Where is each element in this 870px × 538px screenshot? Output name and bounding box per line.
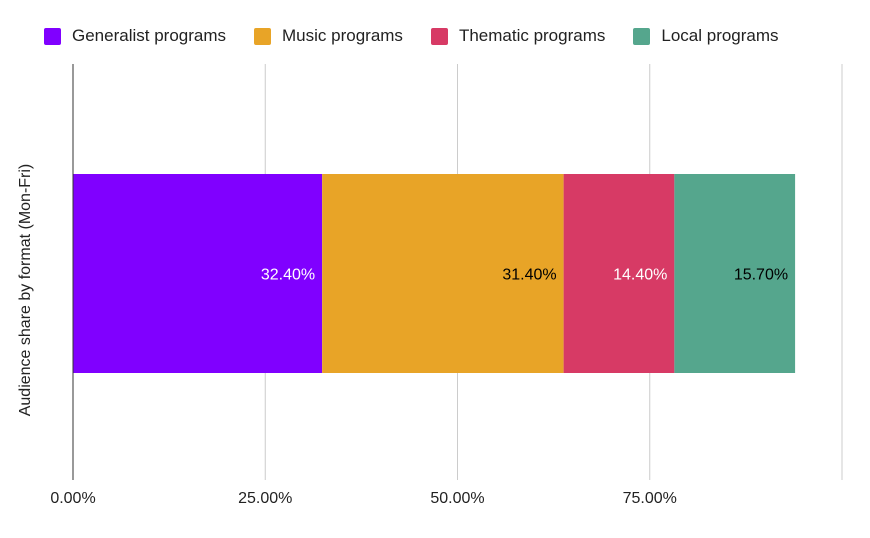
data-label-2: 14.40% — [613, 267, 667, 284]
x-tick-label-2: 50.00% — [430, 490, 484, 507]
legend-item-thematic: Thematic programs — [430, 26, 606, 46]
bar-segment-2 — [563, 174, 675, 373]
legend-swatch-local — [633, 27, 651, 45]
bar-segment-3 — [674, 174, 796, 373]
x-tick-label-3: 75.00% — [623, 490, 677, 507]
bar-segment-1 — [322, 174, 564, 373]
legend-label-local: Local programs — [661, 26, 779, 45]
x-tick-label-1: 25.00% — [238, 490, 292, 507]
legend-swatch-thematic — [430, 27, 448, 45]
legend-label-music: Music programs — [282, 26, 403, 45]
bar-segment-0 — [73, 174, 323, 373]
legend-swatch-music — [254, 27, 272, 45]
legend-swatch-generalist — [44, 27, 61, 45]
legend-item-generalist: Generalist programs — [44, 26, 226, 46]
legend-label-thematic: Thematic programs — [458, 26, 606, 45]
data-label-1: 31.40% — [502, 267, 556, 284]
data-label-3: 15.70% — [734, 267, 788, 284]
legend-item-local: Local programs — [633, 26, 779, 46]
legend: Generalist programs Music programs Thema… — [44, 26, 807, 46]
legend-label-generalist: Generalist programs — [72, 26, 227, 45]
legend-item-music: Music programs — [254, 26, 403, 46]
x-tick-label-0: 0.00% — [50, 490, 95, 507]
data-label-0: 32.40% — [261, 267, 315, 284]
